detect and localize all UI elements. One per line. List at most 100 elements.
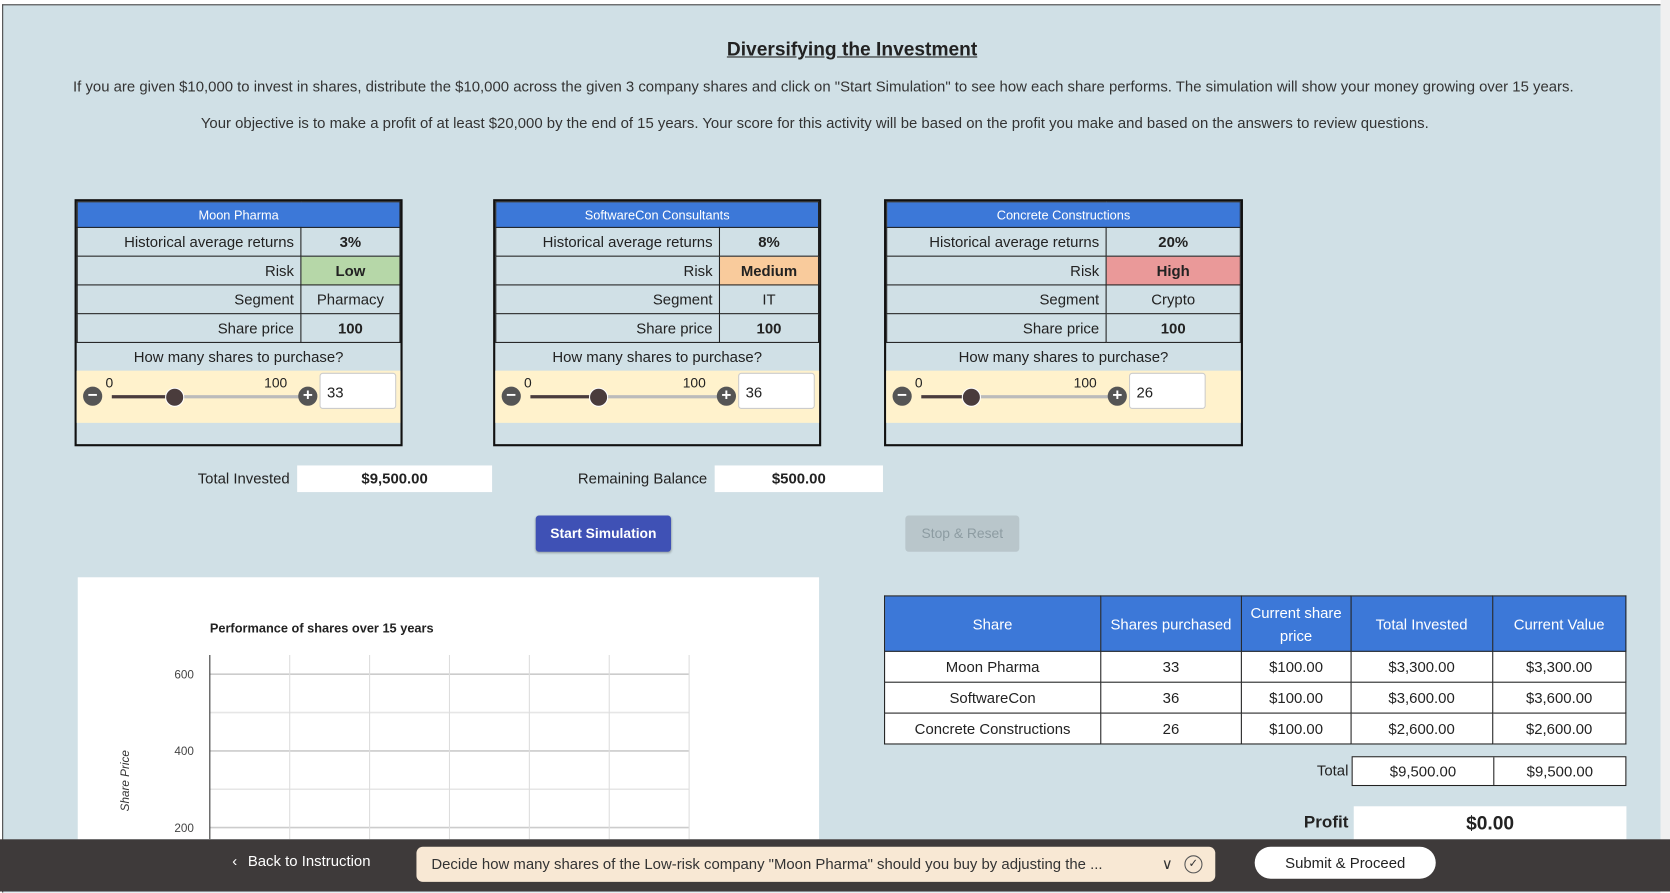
risk-label: Risk	[76, 255, 302, 286]
column-header: Share	[884, 595, 1102, 652]
segment-value: Crypto	[1105, 284, 1241, 315]
profit-label: Profit	[1303, 813, 1349, 832]
total-invested-value: $9,500.00	[297, 465, 493, 493]
total-row: $9,500.00 $9,500.00	[1351, 756, 1627, 787]
shares-input[interactable]: 26	[1129, 372, 1206, 409]
slider-min: 0	[524, 374, 532, 391]
table-cell: SoftwareCon	[884, 681, 1102, 714]
start-simulation-button[interactable]: Start Simulation	[535, 515, 672, 552]
company-name: SoftwareCon Consultants	[495, 201, 820, 228]
table-cell: $3,600.00	[1491, 681, 1627, 714]
table-cell: $3,300.00	[1350, 650, 1493, 683]
slider-max: 100	[264, 374, 288, 391]
table-cell: $2,600.00	[1491, 712, 1627, 745]
purchase-question: How many shares to purchase?	[133, 348, 344, 366]
returns-label: Historical average returns	[76, 226, 302, 257]
shares-slider-row: − 0 100 + 36	[495, 370, 820, 423]
table-cell: Concrete Constructions	[884, 712, 1102, 745]
table-cell: $100.00	[1240, 712, 1352, 745]
column-header: Current share price	[1240, 595, 1352, 652]
table-cell: $3,600.00	[1350, 681, 1493, 714]
table-cell: $100.00	[1240, 681, 1352, 714]
share-price-label: Share price	[886, 313, 1107, 343]
returns-value: 8%	[718, 226, 820, 257]
segment-label: Segment	[886, 284, 1107, 315]
table-row: SoftwareCon 36 $100.00 $3,600.00 $3,600.00	[884, 681, 1627, 714]
purchase-question: How many shares to purchase?	[552, 348, 763, 366]
slider-max: 100	[682, 374, 706, 391]
instruction-text: Decide how many shares of the Low-risk c…	[431, 855, 1103, 873]
shares-input[interactable]: 33	[319, 372, 397, 409]
risk-badge: Medium	[718, 255, 820, 286]
table-row: Concrete Constructions 26 $100.00 $2,600.00…	[884, 712, 1627, 745]
scrollbar[interactable]	[1660, 0, 1670, 892]
table-cell: 26	[1100, 712, 1242, 745]
segment-label: Segment	[495, 284, 721, 315]
share-price-value: 100	[300, 313, 401, 343]
summary-table: Share Shares purchased Current share price…	[884, 595, 1627, 745]
total-invested-label: Total Invested	[197, 469, 290, 487]
y-tick-label: 600	[174, 668, 194, 681]
increment-button[interactable]: +	[298, 386, 318, 406]
table-cell: $3,300.00	[1491, 650, 1627, 683]
segment-value: IT	[718, 284, 820, 315]
segment-value: Pharmacy	[300, 284, 401, 315]
back-to-instruction-link[interactable]: ‹ Back to Instruction	[232, 852, 370, 869]
risk-label: Risk	[886, 255, 1107, 286]
share-price-label: Share price	[495, 313, 721, 343]
returns-label: Historical average returns	[495, 226, 721, 257]
table-cell: 33	[1100, 650, 1242, 683]
risk-label: Risk	[495, 255, 721, 286]
company-card: SoftwareCon Consultants Historical avera…	[493, 199, 822, 447]
company-name: Moon Pharma	[76, 201, 401, 228]
returns-value: 3%	[300, 226, 401, 257]
increment-button[interactable]: +	[1107, 386, 1127, 406]
slider-thumb[interactable]	[589, 387, 609, 407]
instructions-line-2: Your objective is to make a profit of at…	[200, 113, 1429, 132]
column-header: Total Invested	[1350, 595, 1493, 652]
returns-value: 20%	[1105, 226, 1241, 257]
column-header: Shares purchased	[1100, 595, 1242, 652]
stop-reset-button[interactable]: Stop & Reset	[905, 515, 1020, 552]
company-card: Concrete Constructions Historical averag…	[884, 199, 1243, 447]
chart-panel: Performance of shares over 15 years Shar…	[77, 577, 820, 840]
slider-min: 0	[105, 374, 114, 391]
risk-badge: Low	[300, 255, 401, 286]
total-label: Total	[1316, 761, 1349, 779]
table-cell: $100.00	[1240, 650, 1352, 683]
bottom-bar: ‹ Back to Instruction Decide how many sha…	[0, 839, 1670, 892]
chart-title: Performance of shares over 15 years	[209, 620, 434, 636]
returns-label: Historical average returns	[886, 226, 1107, 257]
back-label: Back to Instruction	[247, 852, 371, 870]
decrement-button[interactable]: −	[83, 386, 103, 406]
increment-button[interactable]: +	[716, 386, 736, 406]
decrement-button[interactable]: −	[501, 386, 521, 406]
table-cell: $2,600.00	[1350, 712, 1493, 745]
decrement-button[interactable]: −	[892, 386, 912, 406]
shares-slider[interactable]	[921, 387, 1109, 407]
page-title: Diversifying the Investment	[726, 38, 978, 60]
shares-slider[interactable]	[111, 387, 300, 407]
shares-slider-row: − 0 100 + 33	[76, 370, 401, 423]
submit-proceed-button[interactable]: Submit & Proceed	[1254, 846, 1436, 879]
shares-input[interactable]: 36	[738, 372, 815, 409]
y-tick-label: 400	[174, 745, 194, 758]
profit-value: $0.00	[1353, 806, 1627, 840]
shares-slider-row: − 0 100 + 26	[886, 370, 1241, 423]
shares-slider[interactable]	[530, 387, 718, 407]
slider-thumb[interactable]	[961, 387, 981, 407]
check-circle-icon[interactable]: ✓	[1184, 855, 1203, 874]
company-name: Concrete Constructions	[886, 201, 1241, 228]
y-tick-label: 200	[174, 822, 194, 835]
total-invested-sum: $9,500.00	[1353, 757, 1495, 785]
column-header: Current Value	[1491, 595, 1627, 652]
purchase-question: How many shares to purchase?	[958, 348, 1169, 366]
slider-max: 100	[1073, 374, 1097, 391]
segment-label: Segment	[76, 284, 302, 315]
chevron-down-icon: ∨	[1161, 855, 1173, 873]
slider-thumb[interactable]	[165, 387, 185, 407]
chart-plot: 600 400 200	[174, 655, 690, 840]
remaining-balance-label: Remaining Balance	[577, 469, 708, 487]
instruction-dropdown[interactable]: Decide how many shares of the Low-risk c…	[416, 846, 1216, 882]
share-price-value: 100	[1105, 313, 1241, 343]
